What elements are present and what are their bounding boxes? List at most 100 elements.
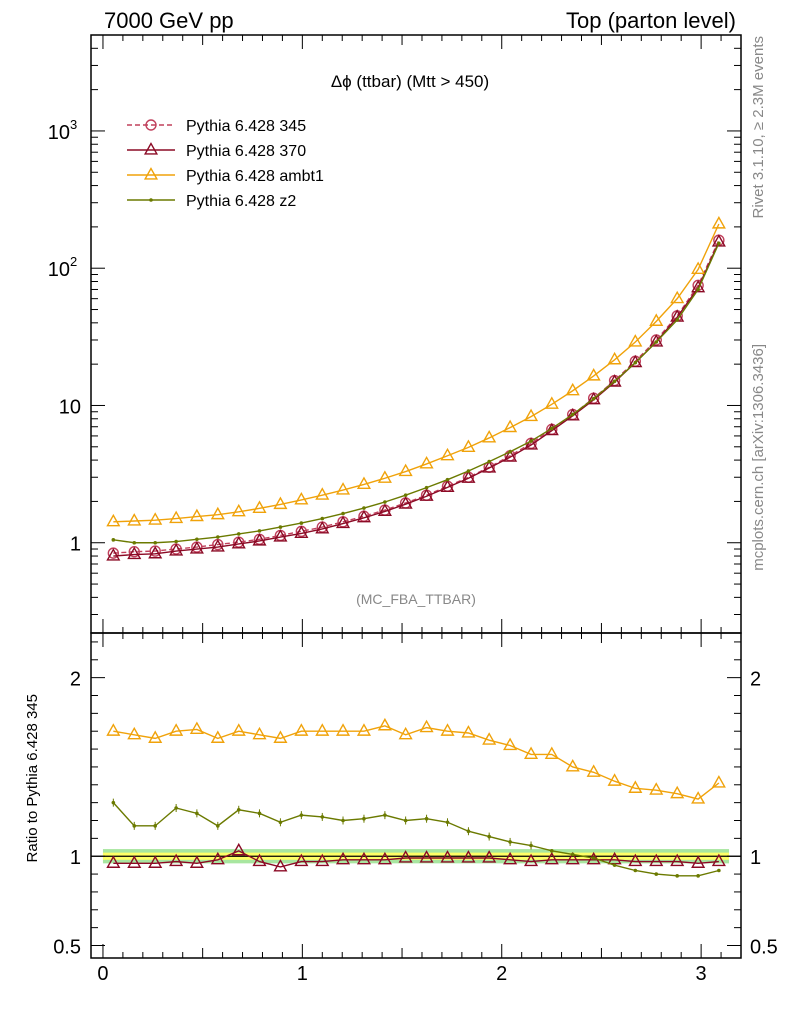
- main-data-point: [299, 521, 304, 525]
- main-data-point: [356, 476, 372, 490]
- ratio-data-point: [111, 800, 116, 805]
- ratio-data-point: [482, 850, 497, 863]
- ratio-data-point: [711, 853, 726, 867]
- main-series-line: [113, 241, 720, 557]
- legend-marker: [149, 198, 153, 202]
- main-data-point: [315, 487, 330, 500]
- legend-label: Pythia 6.428 345: [186, 118, 306, 135]
- main-ytick-label: 10: [48, 122, 70, 144]
- main-data-point: [670, 290, 685, 304]
- mcplots-label: mcplots.cern.ch [arXiv:1306.3436]: [750, 344, 767, 571]
- main-data-point: [461, 439, 476, 452]
- ratio-data-point: [466, 829, 471, 834]
- ratio-data-point: [252, 726, 267, 740]
- main-data-point: [257, 529, 262, 533]
- main-ytick-exponent: 2: [70, 254, 77, 269]
- ratio-data-point: [529, 843, 533, 848]
- legend-label: Pythia 6.428 ambt1: [186, 168, 324, 185]
- ratio-data-point: [508, 840, 512, 844]
- main-data-point: [544, 396, 559, 409]
- ratio-data-point: [148, 855, 163, 868]
- main-data-point: [236, 532, 241, 536]
- ratio-data-point: [565, 851, 580, 865]
- main-data-point: [127, 546, 142, 560]
- main-data-point: [565, 382, 580, 396]
- main-data-point: [252, 500, 267, 513]
- main-data-point: [612, 379, 617, 384]
- main-data-point: [628, 354, 643, 368]
- ratio-ytick-label: 1: [70, 847, 81, 869]
- main-data-point: [231, 536, 246, 549]
- main-data-point: [445, 477, 450, 482]
- ratio-data-point: [106, 723, 121, 736]
- ratio-ytick-label-right: 0.5: [750, 937, 778, 959]
- ratio-data-point: [299, 813, 304, 817]
- legend-label: Pythia 6.428 z2: [186, 193, 296, 210]
- main-ytick-label: 1: [70, 534, 81, 556]
- ratio-data-point: [294, 723, 309, 736]
- ratio-series-line: [112, 802, 720, 877]
- main-data-point: [189, 508, 204, 522]
- ratio-data-point: [549, 849, 554, 853]
- main-data-point: [654, 340, 659, 344]
- main-data-point: [503, 419, 518, 433]
- ratio-data-point: [278, 820, 283, 825]
- main-data-point: [508, 449, 512, 454]
- ratio-ytick-label: 2: [70, 669, 81, 691]
- main-data-point: [565, 407, 580, 421]
- main-data-point: [383, 500, 387, 504]
- ratio-data-point: [670, 785, 685, 799]
- ratio-data-point: [127, 726, 142, 740]
- main-ytick-label: 10: [59, 396, 81, 418]
- main-data-point: [523, 408, 539, 422]
- main-data-point: [461, 470, 476, 483]
- ratio-ytick-label-right: 1: [750, 847, 761, 869]
- main-data-point: [106, 513, 121, 527]
- main-data-point: [487, 459, 491, 464]
- ratio-panel: 0.5 0.5 1 1 2 2 0 1 2 3: [53, 632, 778, 985]
- main-data-point: [335, 515, 351, 529]
- ratio-data-point: [273, 730, 288, 743]
- main-data-point: [273, 529, 288, 542]
- ratio-data-point: [461, 850, 476, 863]
- ratio-xtick-label: 1: [297, 963, 308, 985]
- ratio-data-point: [174, 806, 178, 810]
- main-data-point: [210, 506, 225, 520]
- ratio-data-point: [612, 863, 617, 867]
- ratio-data-point: [461, 725, 476, 738]
- main-data-point: [482, 460, 497, 473]
- main-data-point: [419, 456, 434, 469]
- ratio-data-point: [210, 730, 225, 743]
- ratio-frame: [90, 632, 742, 959]
- ratio-data-point: [628, 853, 643, 867]
- main-data-point: [278, 525, 283, 529]
- ratio-data-point: [320, 815, 325, 819]
- main-data-point: [273, 496, 288, 510]
- main-data-point: [377, 503, 392, 517]
- ratio-series-line: [113, 725, 720, 800]
- ratio-data-point: [148, 730, 163, 743]
- ratio-data-point: [487, 834, 491, 839]
- ratio-data-point: [252, 853, 267, 867]
- main-data-point: [377, 470, 392, 483]
- main-ytick-label: 10: [48, 259, 70, 281]
- ratio-data-point: [691, 791, 706, 804]
- ratio-xtick-label: 3: [696, 963, 707, 985]
- main-data-point: [440, 447, 455, 461]
- main-data-point: [691, 279, 706, 293]
- ratio-data-point: [523, 853, 539, 867]
- ratio-data-point: [315, 723, 330, 736]
- ratio-data-point: [356, 851, 372, 865]
- ratio-data-point: [210, 851, 225, 865]
- main-data-point: [341, 511, 345, 516]
- ratio-data-point: [398, 850, 413, 863]
- ratio-data-point: [523, 746, 539, 760]
- ratio-data-point: [377, 717, 392, 731]
- ratio-data-point: [445, 820, 450, 825]
- ratio-data-point: [132, 824, 137, 828]
- main-data-point: [403, 493, 408, 497]
- main-data-point: [174, 539, 178, 544]
- ratio-data-point: [106, 855, 121, 868]
- ratio-data-point: [341, 818, 345, 823]
- ratio-data-point: [503, 851, 518, 865]
